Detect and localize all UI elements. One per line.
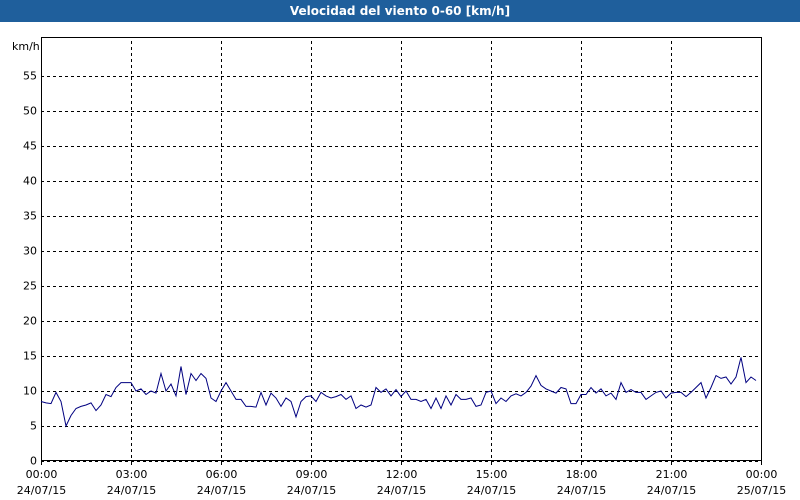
x-tick-label: 21:00 24/07/15 xyxy=(646,468,697,497)
y-tick-label: 15 xyxy=(23,350,37,363)
x-tick-label: 18:00 24/07/15 xyxy=(556,468,607,497)
y-tick-label: 0 xyxy=(30,455,37,468)
y-tick-label: 5 xyxy=(30,420,37,433)
x-tick-label: 15:00 24/07/15 xyxy=(466,468,517,497)
y-tick-label: 45 xyxy=(23,140,37,153)
y-tick-label: 40 xyxy=(23,175,37,188)
y-tick-label: 55 xyxy=(23,70,37,83)
x-tick-label: 12:00 24/07/15 xyxy=(376,468,427,497)
chart-title: Velocidad del viento 0-60 [km/h] xyxy=(0,0,800,22)
x-tick-label: 06:00 24/07/15 xyxy=(196,468,247,497)
y-tick-label: 25 xyxy=(23,280,37,293)
plot-frame xyxy=(41,37,762,461)
x-tick-label: 00:00 25/07/15 xyxy=(736,468,787,497)
y-axis-label: km/h xyxy=(12,40,40,53)
y-tick-label: 35 xyxy=(23,210,37,223)
y-tick-label: 20 xyxy=(23,315,37,328)
y-tick-label: 50 xyxy=(23,105,37,118)
y-tick-label: 30 xyxy=(23,245,37,258)
x-tick-label: 09:00 24/07/15 xyxy=(286,468,337,497)
data-line xyxy=(40,357,757,428)
y-tick-label: 10 xyxy=(23,385,37,398)
x-tick-label: 00:00 24/07/15 xyxy=(16,468,67,497)
x-tick-label: 03:00 24/07/15 xyxy=(106,468,157,497)
